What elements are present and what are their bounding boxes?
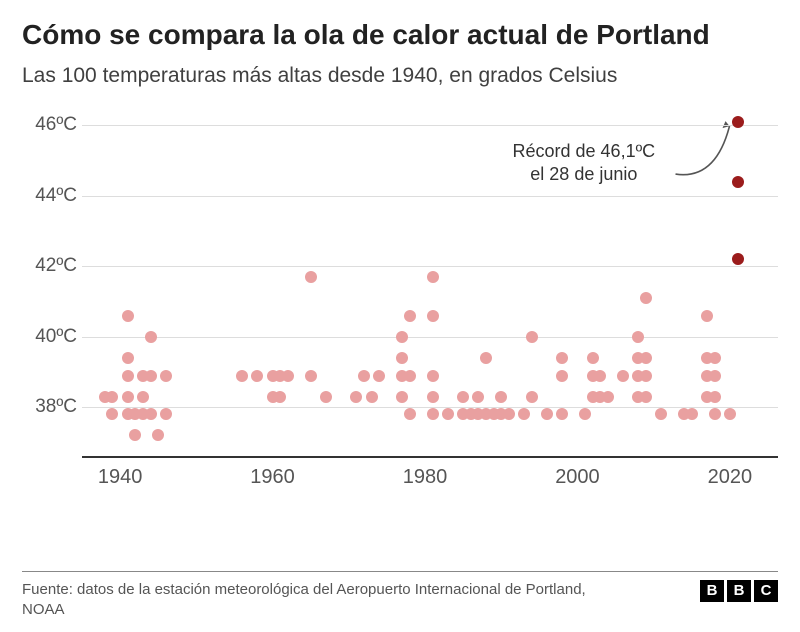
data-point (396, 391, 408, 403)
data-point (709, 391, 721, 403)
data-point (602, 391, 614, 403)
data-point (282, 370, 294, 382)
data-point (640, 292, 652, 304)
chart-title: Cómo se compara la ola de calor actual d… (22, 18, 778, 52)
data-point (396, 331, 408, 343)
data-point (106, 391, 118, 403)
data-point (442, 408, 454, 420)
data-point (145, 331, 157, 343)
data-point (640, 391, 652, 403)
data-point (556, 408, 568, 420)
data-point (480, 352, 492, 364)
chart-subtitle: Las 100 temperaturas más altas desde 194… (22, 64, 778, 88)
data-point (541, 408, 553, 420)
chart-footer: Fuente: datos de la estación meteorológi… (22, 571, 778, 621)
data-point (709, 370, 721, 382)
data-point (732, 176, 744, 188)
x-axis-line (82, 456, 778, 458)
data-point (106, 408, 118, 420)
data-point (640, 352, 652, 364)
bbc-logo-c: C (754, 580, 778, 602)
y-axis-label: 38ºC (22, 396, 77, 418)
gridline (82, 125, 778, 126)
data-point (556, 352, 568, 364)
bbc-logo-b1: B (700, 580, 724, 602)
data-point (495, 391, 507, 403)
data-point (701, 310, 713, 322)
data-point (427, 271, 439, 283)
data-point (122, 352, 134, 364)
data-point (503, 408, 515, 420)
data-point (640, 370, 652, 382)
data-point (152, 429, 164, 441)
data-point (427, 370, 439, 382)
data-point (655, 408, 667, 420)
data-point (587, 352, 599, 364)
data-point (122, 310, 134, 322)
gridline (82, 266, 778, 267)
data-point (129, 429, 141, 441)
data-point (579, 408, 591, 420)
data-point (732, 116, 744, 128)
data-point (396, 352, 408, 364)
y-axis-label: 42ºC (22, 255, 77, 277)
data-point (274, 391, 286, 403)
gridline (82, 337, 778, 338)
data-point (251, 370, 263, 382)
data-point (518, 408, 530, 420)
bbc-logo-b2: B (727, 580, 751, 602)
data-point (320, 391, 332, 403)
data-point (305, 370, 317, 382)
data-point (686, 408, 698, 420)
data-point (404, 370, 416, 382)
data-point (709, 408, 721, 420)
x-axis-label: 2000 (555, 466, 600, 489)
data-point (122, 370, 134, 382)
y-axis-label: 44ºC (22, 185, 77, 207)
data-point (122, 391, 134, 403)
data-point (373, 370, 385, 382)
data-point (526, 391, 538, 403)
data-point (427, 408, 439, 420)
data-point (556, 370, 568, 382)
source-text: Fuente: datos de la estación meteorológi… (22, 580, 622, 621)
data-point (526, 331, 538, 343)
data-point (160, 408, 172, 420)
x-axis-label: 1960 (250, 466, 295, 489)
data-point (350, 391, 362, 403)
data-point (457, 391, 469, 403)
data-point (358, 370, 370, 382)
gridline (82, 196, 778, 197)
plot-area: Récord de 46,1ºC el 28 de junio 38ºC40ºC… (22, 98, 778, 498)
data-point (404, 310, 416, 322)
data-point (366, 391, 378, 403)
y-axis-label: 46ºC (22, 114, 77, 136)
data-point (724, 408, 736, 420)
data-point (236, 370, 248, 382)
data-point (427, 391, 439, 403)
chart-container: Cómo se compara la ola de calor actual d… (0, 0, 800, 632)
data-point (427, 310, 439, 322)
x-axis-label: 1980 (403, 466, 448, 489)
data-point (137, 391, 149, 403)
x-axis-label: 1940 (98, 466, 143, 489)
data-point (160, 370, 172, 382)
data-point (145, 370, 157, 382)
data-point (594, 370, 606, 382)
data-point (632, 331, 644, 343)
bbc-logo: B B C (700, 580, 778, 602)
data-point (305, 271, 317, 283)
data-point (404, 408, 416, 420)
data-point (617, 370, 629, 382)
data-point (145, 408, 157, 420)
data-point (732, 253, 744, 265)
x-axis-label: 2020 (708, 466, 753, 489)
data-point (472, 391, 484, 403)
data-point (709, 352, 721, 364)
y-axis-label: 40ºC (22, 326, 77, 348)
